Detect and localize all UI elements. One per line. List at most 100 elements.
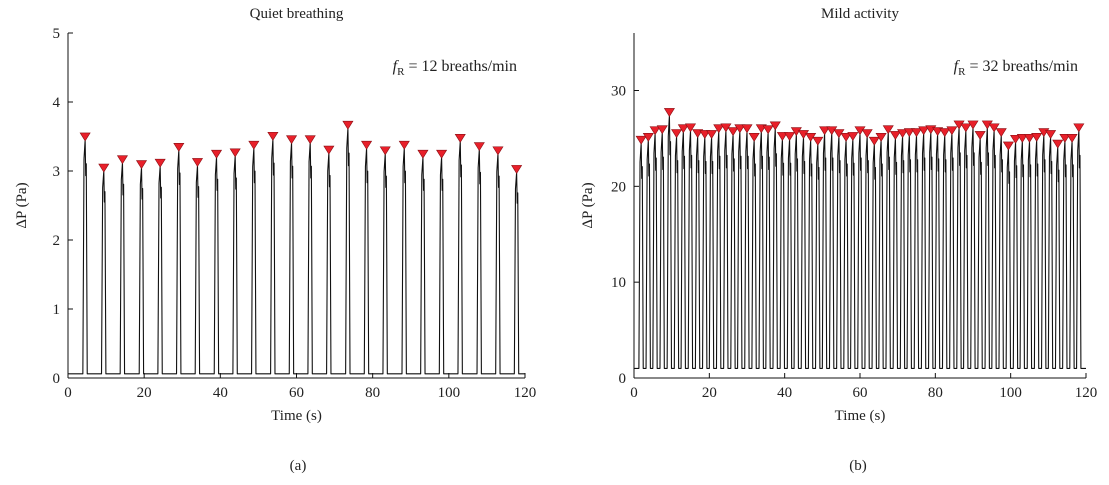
panel-a-peak-marker-9 bbox=[229, 148, 241, 158]
panel-b-peak-marker-45 bbox=[946, 126, 958, 136]
panel-a-x-tick-label-120: 120 bbox=[514, 385, 537, 401]
panel-b-peak-marker-40 bbox=[910, 128, 923, 138]
panel-b-peak-marker-16 bbox=[741, 124, 753, 134]
panel-b-peak-marker-1 bbox=[635, 135, 647, 145]
panel-b-y-tick-label-30: 30 bbox=[611, 84, 626, 100]
panel-b-peak-marker-54 bbox=[1010, 134, 1022, 144]
panel-a-title: Quiet breathing bbox=[250, 6, 344, 22]
panel-b-peak-marker-59 bbox=[1045, 130, 1057, 140]
panel-b-peak-marker-3 bbox=[649, 126, 661, 136]
panel-b-peak-marker-61 bbox=[1059, 133, 1071, 143]
panel-b-peak-marker-2 bbox=[642, 133, 654, 142]
panel-b-signal-line bbox=[634, 114, 1086, 369]
panel-a-peak-marker-15 bbox=[342, 120, 354, 130]
panel-b-peak-marker-6 bbox=[671, 129, 683, 139]
panel-b-peak-marker-4 bbox=[656, 125, 668, 135]
panel-a-y-tick-label-1: 1 bbox=[53, 302, 61, 318]
panel-b-x-tick-label-20: 20 bbox=[702, 385, 717, 401]
panel-b-peak-marker-17 bbox=[748, 133, 760, 142]
panel-a-peak-marker-19 bbox=[417, 149, 429, 159]
panel-b-peak-marker-14 bbox=[727, 127, 739, 137]
panel-a-peak-marker-17 bbox=[379, 146, 391, 156]
panel-b-peak-marker-44 bbox=[939, 128, 951, 138]
panel-b-x-axis-label: Time (s) bbox=[835, 408, 886, 424]
panel-b-peak-marker-62 bbox=[1066, 133, 1078, 143]
panel-b-peak-marker-11 bbox=[706, 130, 718, 140]
panel-b-y-tick-label-0: 0 bbox=[619, 371, 627, 387]
panel-b-peak-marker-23 bbox=[790, 127, 802, 137]
panel-a-peak-marker-3 bbox=[116, 155, 129, 165]
panel-b-y-axis-label: ΔP (Pa) bbox=[580, 182, 596, 228]
panel-a-peak-marker-4 bbox=[135, 160, 148, 170]
panel-a-peak-marker-16 bbox=[361, 140, 373, 150]
panel-b-x-tick-label-40: 40 bbox=[777, 385, 792, 401]
panel-a-peak-marker-13 bbox=[304, 135, 316, 145]
panel-b-peak-marker-20 bbox=[769, 121, 781, 131]
panel-a-peak-marker-8 bbox=[210, 149, 223, 159]
panel-b-x-tick-label-60: 60 bbox=[853, 385, 868, 401]
panel-b-peak-marker-24 bbox=[797, 130, 810, 140]
panel-b-peak-marker-38 bbox=[897, 129, 909, 139]
panel-b-peak-marker-60 bbox=[1052, 139, 1064, 149]
panel-b-x-tick-label-120: 120 bbox=[1075, 385, 1098, 401]
panel-b-peak-marker-63 bbox=[1073, 123, 1085, 133]
panel-b-peak-marker-48 bbox=[967, 120, 979, 130]
panel-b-x-tick-label-80: 80 bbox=[928, 385, 943, 401]
panel-b-y-tick-label-20: 20 bbox=[611, 179, 626, 195]
panel-b-rate-annotation: fR = 32 breaths/min bbox=[954, 58, 1078, 78]
panel-b-peak-marker-39 bbox=[903, 128, 915, 138]
panel-a-peak-marker-18 bbox=[398, 140, 410, 150]
panel-a-peak-marker-21 bbox=[454, 134, 466, 143]
panel-a-y-tick-label-4: 4 bbox=[53, 95, 61, 111]
panel-a-x-axis-label: Time (s) bbox=[271, 408, 322, 424]
panel-b-peak-marker-34 bbox=[868, 136, 880, 146]
panel-a-peak-marker-6 bbox=[173, 143, 185, 152]
panel-a-peak-marker-24 bbox=[511, 165, 523, 174]
panel-b-peak-marker-12 bbox=[713, 124, 725, 134]
panel-b-peak-marker-26 bbox=[812, 136, 824, 146]
panel-b-peak-marker-49 bbox=[974, 131, 986, 140]
panel-b-peak-marker-41 bbox=[918, 126, 930, 136]
panel-a-peak-marker-23 bbox=[492, 146, 504, 156]
panel-b-peak-marker-28 bbox=[826, 126, 838, 136]
panel-b-peak-marker-22 bbox=[784, 132, 796, 141]
panel-b-peak-marker-5 bbox=[663, 108, 675, 117]
panel-a-y-axis-label: ΔP (Pa) bbox=[14, 182, 30, 228]
panel-b-y-tick-label-10: 10 bbox=[611, 275, 626, 291]
panel-a-peak-marker-10 bbox=[248, 140, 260, 150]
panel-b-peak-marker-30 bbox=[840, 133, 852, 142]
panel-b-peak-marker-32 bbox=[854, 126, 866, 136]
panel-b-peak-marker-57 bbox=[1031, 133, 1043, 142]
panel-b-peak-marker-53 bbox=[1002, 141, 1014, 151]
panel-b-peak-marker-36 bbox=[882, 125, 894, 135]
panel-a-x-tick-label-20: 20 bbox=[137, 385, 152, 401]
panel-a-x-tick-label-80: 80 bbox=[365, 385, 380, 401]
panel-a-y-tick-label-3: 3 bbox=[53, 164, 61, 180]
panel-a-x-tick-label-40: 40 bbox=[213, 385, 228, 401]
panel-b-peak-marker-35 bbox=[875, 133, 887, 142]
panel-a-signal-line bbox=[68, 127, 525, 375]
panel-b-peak-marker-56 bbox=[1023, 133, 1036, 143]
panel-b-title: Mild activity bbox=[821, 6, 899, 22]
panel-a-y-tick-label-0: 0 bbox=[53, 371, 61, 387]
panel-a-peak-marker-11 bbox=[267, 131, 279, 141]
panel-b-peak-marker-7 bbox=[677, 124, 689, 134]
panel-b-peak-marker-51 bbox=[988, 123, 1000, 133]
panel-b-peak-marker-47 bbox=[960, 123, 972, 133]
panel-b-peak-marker-10 bbox=[699, 130, 711, 140]
panel-b-peak-marker-15 bbox=[734, 124, 746, 134]
panel-a-peak-marker-12 bbox=[286, 135, 298, 145]
panel-a-x-tick-label-100: 100 bbox=[438, 385, 461, 401]
panel-a-peak-marker-2 bbox=[98, 163, 110, 173]
panel-b-peak-marker-33 bbox=[861, 129, 873, 139]
panel-b-peak-marker-31 bbox=[847, 132, 859, 141]
panel-b-peak-marker-52 bbox=[995, 128, 1007, 138]
panel-b-peak-marker-37 bbox=[889, 131, 901, 140]
panel-a-peak-marker-7 bbox=[191, 158, 204, 168]
panel-a-caption: (a) bbox=[289, 458, 307, 474]
panel-a-peak-marker-1 bbox=[79, 132, 91, 142]
panel-a-peak-marker-22 bbox=[473, 142, 485, 152]
panel-a-y-tick-label-5: 5 bbox=[53, 26, 61, 42]
